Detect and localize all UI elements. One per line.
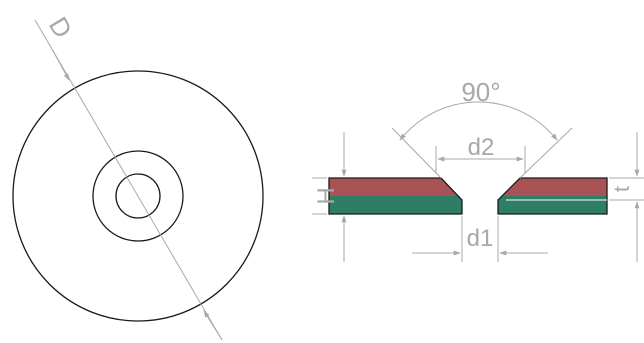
thickness-dimension: t <box>609 132 644 262</box>
angle-dimension: 90° <box>391 77 573 179</box>
north-pole-right <box>502 178 607 196</box>
countersink-dimension: d2 <box>435 134 526 173</box>
d1-label: d1 <box>467 225 494 252</box>
south-pole-right <box>498 196 607 214</box>
section-view: 90° d2 d1 H <box>312 77 644 262</box>
diameter-label: D <box>43 12 78 44</box>
angle-arc <box>399 101 558 141</box>
section-outline <box>328 177 608 215</box>
angle-label: 90° <box>461 77 500 107</box>
d2-label: d2 <box>468 134 495 161</box>
diameter-dimension-line <box>34 19 223 341</box>
outer-circle <box>12 70 264 322</box>
height-dimension: H <box>312 132 347 262</box>
height-label: H <box>313 187 340 204</box>
north-pole-left <box>329 178 458 196</box>
hole-dimension: d1 <box>412 216 548 262</box>
countersink-circle <box>92 150 184 242</box>
thickness-label: t <box>609 186 634 192</box>
south-pole-left <box>329 196 462 214</box>
top-view: D <box>12 12 264 341</box>
hole-circle <box>115 173 161 219</box>
diameter-arrow-top <box>51 48 70 81</box>
diameter-arrow-bottom <box>203 310 223 341</box>
